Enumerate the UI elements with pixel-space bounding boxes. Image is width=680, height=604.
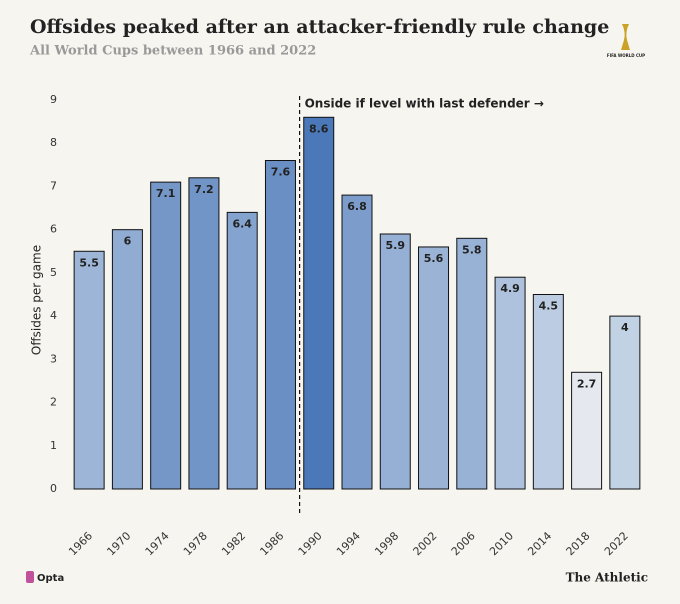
y-tick-label: 0: [50, 482, 57, 495]
x-tick-label: 2006: [449, 529, 478, 558]
y-tick-label: 3: [50, 352, 57, 365]
x-tick-label: 1994: [334, 529, 363, 558]
x-tick-label: 1978: [181, 529, 210, 558]
bar: [418, 246, 450, 490]
bar: [188, 177, 220, 490]
value-label: 5.5: [79, 256, 99, 269]
bar: [609, 315, 641, 490]
bar: [341, 194, 373, 490]
x-tick-label: 1970: [104, 529, 133, 558]
bar: [494, 276, 526, 490]
trophy-icon: [621, 24, 630, 50]
bar: [303, 116, 335, 490]
x-tick-label: 2022: [602, 529, 631, 558]
x-tick-label: 1990: [296, 529, 325, 558]
x-tick-label: 1974: [143, 529, 172, 558]
bar: [532, 294, 564, 490]
value-label: 5.6: [424, 252, 444, 265]
y-tick-label: 9: [50, 93, 57, 106]
logo: FIFA WORLD CUP: [607, 24, 645, 58]
value-label: 6.8: [347, 200, 367, 213]
value-label: 7.1: [156, 187, 176, 200]
bar: [379, 233, 411, 490]
y-axis-label: Offsides per game: [30, 245, 44, 355]
bar: [264, 160, 296, 490]
bar: [456, 237, 488, 490]
source: Opta: [37, 573, 64, 584]
y-tick-label: 6: [50, 223, 57, 236]
x-tick-label: 2002: [411, 529, 440, 558]
value-label: 4.9: [500, 282, 520, 295]
y-tick-label: 1: [50, 439, 57, 452]
x-tick-label: 2018: [564, 529, 593, 558]
x-tick-label: 1998: [372, 529, 401, 558]
value-label: 6.4: [232, 217, 252, 230]
x-tick-label: 2010: [487, 529, 516, 558]
y-tick-label: 5: [50, 266, 57, 279]
value-label: 7.2: [194, 183, 214, 196]
bar: [150, 181, 182, 490]
annotation: Onside if level with last defender →: [305, 97, 544, 111]
value-label: 5.8: [462, 243, 482, 256]
chart-title: Offsides peaked after an attacker-friend…: [30, 16, 609, 38]
x-tick-label: 1986: [257, 529, 286, 558]
bar: [571, 371, 603, 490]
x-tick-label: 2014: [525, 529, 554, 558]
bar: [111, 229, 143, 490]
chart-subtitle: All World Cups between 1966 and 2022: [29, 44, 316, 59]
bar: [226, 211, 258, 490]
bar: [73, 250, 105, 490]
value-label: 2.7: [577, 377, 597, 390]
value-label: 5.9: [386, 239, 406, 252]
x-tick-label: 1966: [66, 529, 95, 558]
y-tick-label: 2: [50, 396, 57, 409]
logo-text: FIFA WORLD CUP: [607, 53, 645, 58]
y-tick-label: 8: [50, 136, 57, 149]
opta-icon: [26, 571, 34, 583]
y-tick-label: 7: [50, 179, 57, 192]
y-tick-label: 4: [50, 309, 57, 322]
value-label: 4.5: [539, 300, 559, 313]
value-label: 6: [124, 235, 132, 248]
value-label: 7.6: [271, 166, 291, 179]
x-tick-label: 1982: [219, 529, 248, 558]
value-label: 8.6: [309, 122, 329, 135]
brand: The Athletic: [566, 571, 648, 585]
value-label: 4: [621, 321, 629, 334]
